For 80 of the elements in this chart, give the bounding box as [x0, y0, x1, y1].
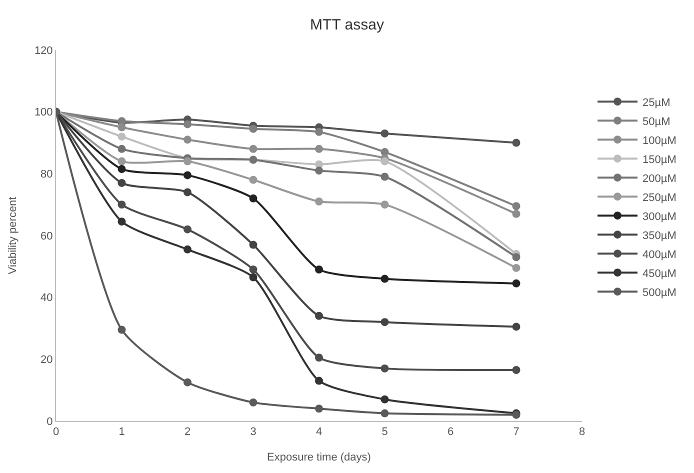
point [118, 132, 126, 141]
point [184, 157, 192, 166]
point [380, 364, 389, 372]
point [380, 172, 389, 181]
x-tick-label: 5 [382, 426, 388, 438]
point [118, 144, 126, 153]
y-tick-label: 20 [40, 354, 53, 366]
legend-label: 50µM [642, 116, 670, 128]
point [184, 120, 192, 128]
point [249, 240, 258, 249]
point [315, 312, 323, 320]
point [315, 144, 323, 153]
point [512, 264, 520, 272]
point [118, 218, 126, 226]
point [512, 279, 520, 288]
y-axis-title: Viability percent [7, 196, 20, 274]
x-tick-label: 6 [447, 426, 454, 438]
point [118, 178, 126, 187]
point [184, 378, 192, 386]
point [249, 266, 258, 274]
point [315, 404, 323, 413]
point [315, 266, 323, 274]
point [118, 123, 126, 132]
y-tick-label: 0 [46, 416, 53, 428]
point [184, 188, 192, 196]
x-tick-label: 3 [250, 426, 256, 438]
legend-label: 500µM [642, 286, 676, 299]
point [380, 274, 389, 283]
point [249, 144, 258, 153]
point [380, 395, 389, 404]
x-tick-label: 2 [184, 426, 191, 438]
point [315, 376, 323, 385]
legend-label: 300µM [642, 210, 676, 223]
legend-label: 350µM [642, 230, 676, 242]
x-tick-label: 1 [118, 426, 125, 438]
point [118, 200, 126, 209]
point [380, 157, 389, 166]
point [512, 202, 520, 210]
point [315, 166, 323, 175]
y-tick-label: 60 [40, 230, 53, 242]
point [184, 171, 192, 180]
point [315, 128, 323, 136]
y-tick-label: 80 [40, 168, 53, 181]
point [512, 322, 520, 331]
point [380, 318, 389, 326]
point [118, 157, 126, 166]
legend-label: 150µM [642, 154, 676, 166]
legend-label: 250µM [642, 192, 676, 204]
x-tick-label: 8 [578, 426, 586, 438]
point [184, 136, 192, 144]
y-tick-label: 40 [40, 292, 53, 304]
point [118, 326, 126, 334]
point [512, 138, 520, 147]
point [512, 253, 520, 262]
point [512, 210, 520, 218]
point [118, 165, 126, 174]
y-tick-label: 100 [34, 106, 53, 119]
point [380, 129, 389, 138]
x-tick-label: 7 [513, 426, 520, 438]
point [249, 176, 258, 184]
point [315, 354, 323, 362]
x-tick-label: 4 [316, 426, 322, 438]
point [249, 398, 258, 406]
point [315, 197, 323, 206]
legend-label: 200µM [642, 172, 676, 185]
point [249, 273, 258, 282]
point [380, 409, 389, 418]
legend-label: 450µM [642, 268, 676, 280]
legend-label: 400µM [642, 248, 676, 261]
point [184, 245, 192, 254]
point [249, 124, 258, 133]
point [380, 200, 389, 209]
y-tick-label: 120 [34, 44, 53, 57]
x-axis-title: Exposure time (days) [267, 451, 371, 464]
chart-title: MTT assay [310, 16, 384, 34]
point [512, 366, 520, 374]
legend-label: 25µM [642, 96, 670, 109]
legend-label: 100µM [642, 134, 676, 147]
point [249, 194, 258, 202]
point [184, 225, 192, 234]
